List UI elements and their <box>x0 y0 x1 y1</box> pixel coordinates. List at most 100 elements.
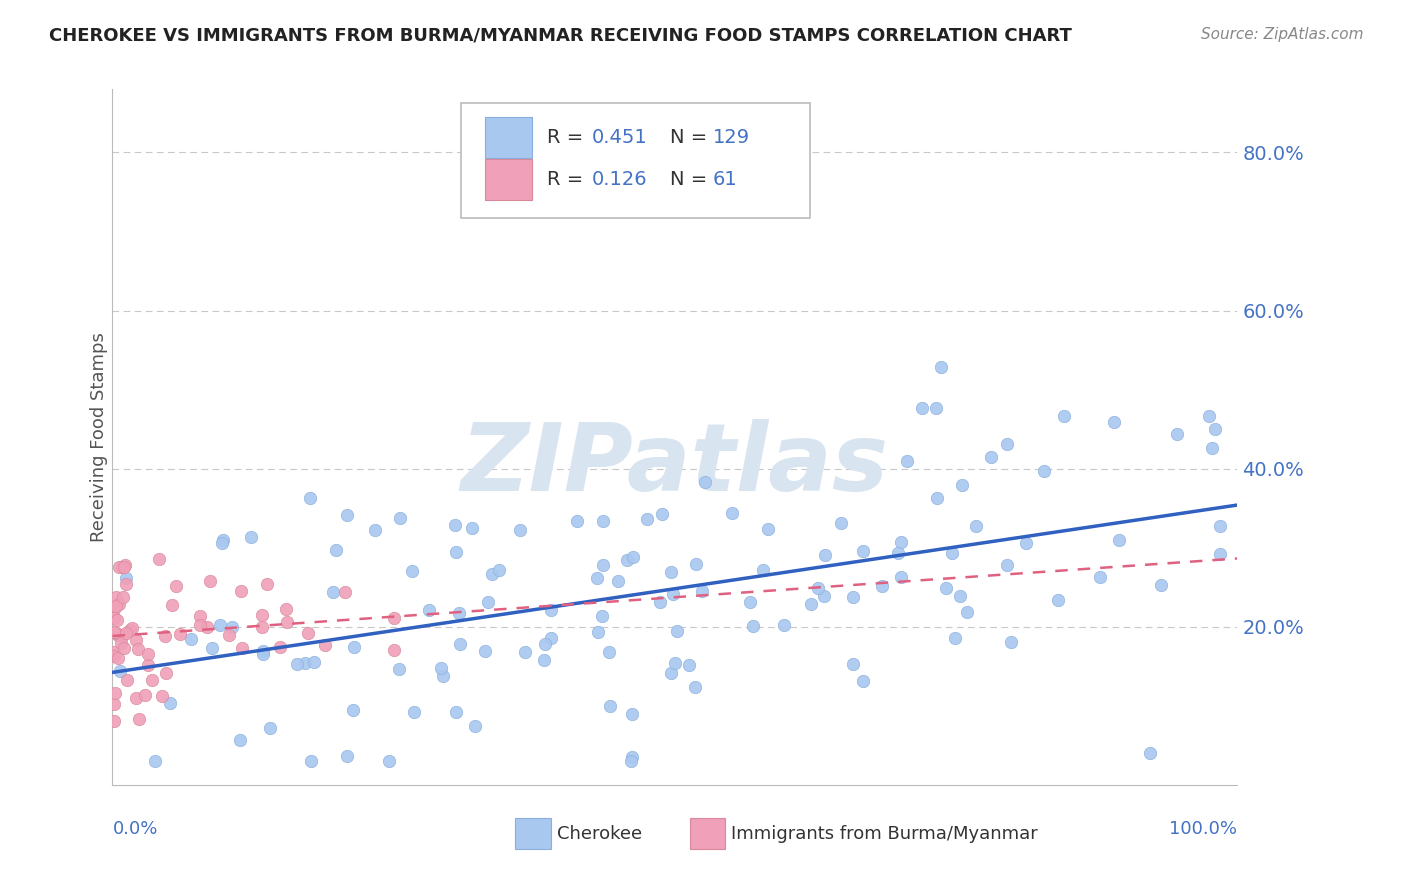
Point <box>444 705 467 719</box>
Point <box>108 559 131 574</box>
Point <box>198 574 221 589</box>
Point <box>648 595 671 609</box>
Point <box>607 574 630 589</box>
Point <box>659 666 682 681</box>
Point <box>269 640 291 654</box>
Point <box>336 749 359 764</box>
Point <box>444 517 467 532</box>
Point <box>112 559 135 574</box>
Point <box>474 644 496 658</box>
Point <box>513 645 536 659</box>
Text: CHEROKEE VS IMMIGRANTS FROM BURMA/MYANMAR RECEIVING FOOD STAMPS CORRELATION CHAR: CHEROKEE VS IMMIGRANTS FROM BURMA/MYANMA… <box>49 27 1073 45</box>
Point <box>388 511 411 525</box>
Point <box>165 579 187 593</box>
Point <box>221 620 243 634</box>
Point <box>402 705 425 719</box>
Point <box>218 628 240 642</box>
Point <box>103 645 125 659</box>
Point <box>112 641 135 656</box>
Point <box>105 626 128 640</box>
Point <box>449 606 471 620</box>
Point <box>128 712 150 726</box>
Point <box>153 629 176 643</box>
Point <box>103 624 125 639</box>
Point <box>342 703 364 717</box>
Point <box>343 640 366 654</box>
Text: 0.451: 0.451 <box>592 128 647 147</box>
Point <box>807 581 830 595</box>
Point <box>136 658 159 673</box>
Point <box>620 706 643 721</box>
Text: Immigrants from Burma/Myanmar: Immigrants from Burma/Myanmar <box>731 825 1038 843</box>
Point <box>814 548 837 562</box>
Point <box>995 558 1018 573</box>
Point <box>664 656 686 670</box>
Point <box>378 754 401 768</box>
Point <box>1209 547 1232 561</box>
Point <box>586 624 609 639</box>
Point <box>276 615 298 630</box>
Text: 0.0%: 0.0% <box>112 820 157 838</box>
Point <box>1150 577 1173 591</box>
Point <box>388 663 411 677</box>
Text: 100.0%: 100.0% <box>1170 820 1237 838</box>
Point <box>534 638 557 652</box>
Point <box>256 577 278 591</box>
Point <box>852 544 875 558</box>
Point <box>111 628 134 642</box>
Text: 61: 61 <box>713 170 738 189</box>
Point <box>1201 441 1223 455</box>
Point <box>1033 464 1056 478</box>
Point <box>477 594 499 608</box>
Point <box>1198 409 1220 423</box>
Point <box>159 696 181 710</box>
Point <box>125 691 148 706</box>
Point <box>1046 592 1069 607</box>
FancyBboxPatch shape <box>689 818 725 849</box>
Point <box>103 697 125 711</box>
Point <box>432 669 454 683</box>
Point <box>336 508 359 522</box>
Point <box>1139 746 1161 760</box>
Point <box>995 437 1018 451</box>
FancyBboxPatch shape <box>485 159 531 200</box>
Point <box>188 617 211 632</box>
Point <box>103 649 125 664</box>
Point <box>567 515 589 529</box>
Point <box>195 620 218 634</box>
Point <box>287 657 309 671</box>
Point <box>651 507 673 521</box>
Point <box>449 637 471 651</box>
Point <box>103 714 125 728</box>
Point <box>107 650 129 665</box>
Text: N =: N = <box>671 170 714 189</box>
Point <box>1208 519 1230 533</box>
Point <box>1088 569 1111 583</box>
Point <box>229 733 252 747</box>
Point <box>252 608 274 623</box>
Point <box>120 623 142 637</box>
Point <box>685 557 707 571</box>
Point <box>444 545 467 559</box>
Point <box>586 571 609 585</box>
Point <box>115 626 138 640</box>
Point <box>540 603 562 617</box>
Point <box>950 478 973 492</box>
Point <box>115 673 138 687</box>
Point <box>382 642 405 657</box>
Point <box>693 475 716 489</box>
Point <box>659 565 682 579</box>
Text: Cherokee: Cherokee <box>557 825 643 843</box>
Point <box>683 680 706 694</box>
Point <box>621 549 644 564</box>
Point <box>333 584 356 599</box>
Point <box>155 665 177 680</box>
Point <box>1108 533 1130 548</box>
Point <box>150 689 173 703</box>
Point <box>509 524 531 538</box>
Point <box>111 560 134 574</box>
Point <box>211 533 233 547</box>
Point <box>364 523 387 537</box>
Point <box>188 608 211 623</box>
Point <box>1015 536 1038 550</box>
